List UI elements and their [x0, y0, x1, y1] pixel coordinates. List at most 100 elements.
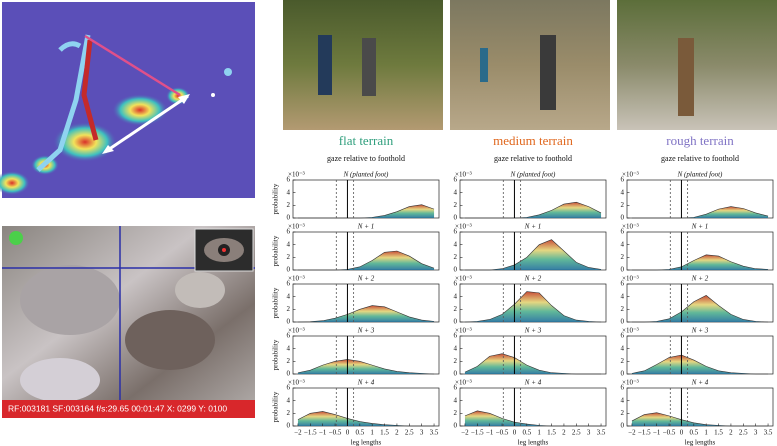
- y-axis-label: probability: [272, 391, 280, 422]
- y-tick-label: 2: [621, 305, 625, 313]
- y-tick-label: 0: [454, 214, 458, 222]
- x-tick-label: −1.5: [304, 429, 317, 437]
- x-tick-label: 2.5: [572, 429, 581, 437]
- y-tick-label: 6: [454, 384, 458, 392]
- y-tick-label: 4: [454, 240, 458, 248]
- y-tick-label: 4: [287, 292, 291, 300]
- panel-title: N + 2: [524, 275, 542, 283]
- y-multiplier: ×10⁻³: [622, 171, 639, 179]
- y-tick-label: 6: [454, 228, 458, 236]
- y-axis-label: probability: [272, 183, 280, 214]
- video-frame: RF:003181 SF:003164 f/s:29.65 00:01:47 X…: [2, 226, 255, 418]
- y-tick-label: 2: [621, 409, 625, 417]
- y-tick-label: 6: [621, 332, 625, 340]
- density-line: [631, 206, 769, 219]
- y-tick-label: 6: [287, 280, 291, 288]
- x-tick-label: −2: [628, 429, 636, 437]
- x-tick-label: 0: [346, 429, 350, 437]
- x-tick-label: 0: [513, 429, 517, 437]
- y-tick-label: 2: [287, 357, 291, 365]
- x-tick-label: 1: [370, 429, 374, 437]
- y-multiplier: ×10⁻³: [455, 327, 472, 335]
- density-line: [464, 201, 602, 219]
- x-tick-label: 1.5: [547, 429, 556, 437]
- density-area: [297, 359, 435, 374]
- panel-title: N (planted foot): [343, 171, 389, 179]
- y-multiplier: ×10⁻³: [455, 379, 472, 387]
- y-multiplier: ×10⁻³: [455, 223, 472, 231]
- density-area: [464, 410, 602, 426]
- y-multiplier: ×10⁻³: [622, 379, 639, 387]
- panel-title: N + 1: [691, 223, 708, 231]
- y-tick-label: 0: [287, 214, 291, 222]
- density-area: [631, 412, 769, 426]
- y-tick-label: 4: [287, 240, 291, 248]
- y-tick-label: 4: [621, 344, 625, 352]
- y-tick-label: 0: [454, 422, 458, 430]
- x-tick-label: 3: [754, 429, 758, 437]
- y-axis-label: probability: [272, 339, 280, 370]
- x-tick-label: 0: [680, 429, 684, 437]
- density-line: [464, 353, 602, 375]
- density-area: [631, 206, 769, 218]
- y-tick-label: 4: [621, 240, 625, 248]
- density-area: [631, 254, 769, 270]
- x-tick-label: 0.5: [689, 429, 698, 437]
- density-line: [297, 204, 435, 219]
- x-tick-label: 3.5: [764, 429, 773, 437]
- y-tick-label: 0: [287, 266, 291, 274]
- y-tick-label: 0: [287, 318, 291, 326]
- y-tick-label: 4: [454, 396, 458, 404]
- y-tick-label: 2: [621, 253, 625, 261]
- column-title: medium terrain: [493, 133, 573, 148]
- y-tick-label: 2: [287, 409, 291, 417]
- y-tick-label: 0: [621, 422, 625, 430]
- x-tick-label: 0.5: [355, 429, 364, 437]
- x-tick-label: 1.5: [714, 429, 723, 437]
- y-tick-label: 6: [621, 280, 625, 288]
- x-tick-label: 1: [537, 429, 541, 437]
- panel-title: N + 3: [357, 327, 375, 335]
- x-tick-label: −2: [294, 429, 302, 437]
- y-tick-label: 6: [454, 280, 458, 288]
- panel-title: N + 1: [357, 223, 374, 231]
- y-tick-label: 2: [621, 357, 625, 365]
- x-tick-label: 2: [395, 429, 399, 437]
- y-tick-label: 4: [621, 188, 625, 196]
- density-line: [297, 305, 435, 323]
- x-tick-label: 3.5: [430, 429, 439, 437]
- y-tick-label: 0: [621, 266, 625, 274]
- panel-title: N + 3: [691, 327, 709, 335]
- column-title: flat terrain: [339, 133, 394, 148]
- density-line: [631, 412, 769, 427]
- column-subtitle: gaze relative to foothold: [494, 154, 572, 163]
- y-tick-label: 6: [287, 228, 291, 236]
- y-multiplier: ×10⁻³: [622, 223, 639, 231]
- y-tick-label: 6: [621, 228, 625, 236]
- y-tick-label: 4: [454, 344, 458, 352]
- x-tick-label: 2: [729, 429, 733, 437]
- x-tick-label: 3.5: [597, 429, 606, 437]
- density-line: [464, 410, 602, 427]
- y-tick-label: 0: [621, 214, 625, 222]
- heatmap-panel: [0, 2, 255, 198]
- photos: [283, 0, 777, 130]
- x-tick-label: 2.5: [739, 429, 748, 437]
- x-tick-label: −0.5: [329, 429, 342, 437]
- y-tick-label: 4: [287, 396, 291, 404]
- density-line: [631, 354, 769, 375]
- density-area: [631, 295, 769, 322]
- x-axis-label: leg lengths: [351, 439, 382, 446]
- density-area: [464, 353, 602, 374]
- y-tick-label: 2: [454, 201, 458, 209]
- y-multiplier: ×10⁻³: [288, 379, 305, 387]
- panel-title: N + 4: [691, 379, 709, 387]
- x-tick-label: 0.5: [522, 429, 531, 437]
- panel-title: N (planted foot): [677, 171, 723, 179]
- y-tick-label: 0: [287, 422, 291, 430]
- y-multiplier: ×10⁻³: [455, 171, 472, 179]
- y-multiplier: ×10⁻³: [455, 275, 472, 283]
- video-overlay-text: RF:003181 SF:003164 f/s:29.65 00:01:47 X…: [8, 403, 227, 413]
- y-tick-label: 6: [454, 332, 458, 340]
- x-tick-label: 3: [587, 429, 591, 437]
